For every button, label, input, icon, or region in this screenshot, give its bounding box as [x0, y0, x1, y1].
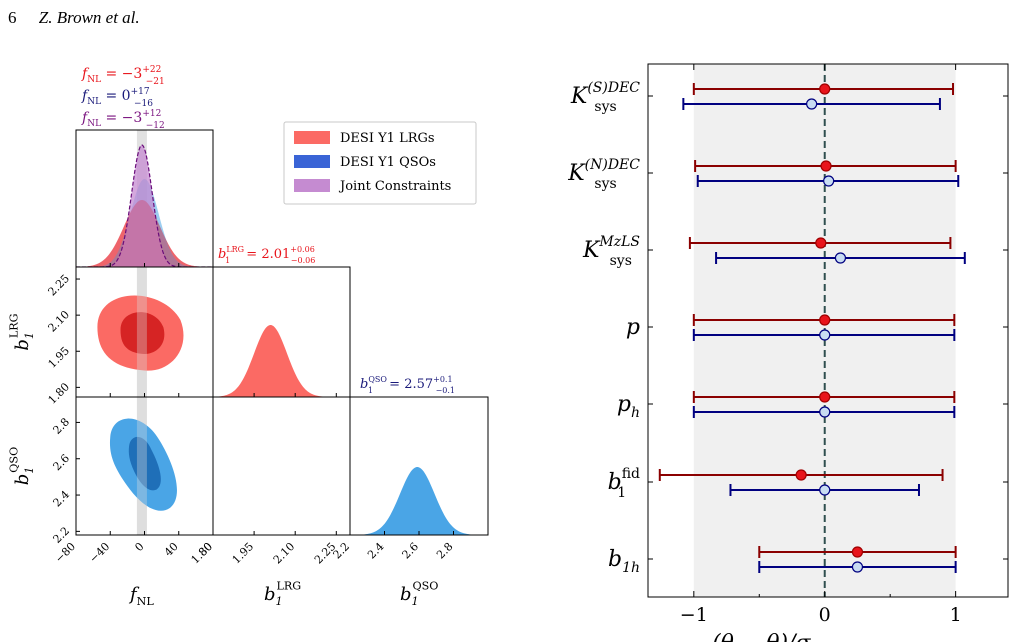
b1-qso-constraint: bQSO 1 = 2.57+0.1 −0.1: [360, 375, 455, 395]
category-label-4: ph: [617, 392, 640, 421]
legend-swatch-2: [294, 179, 330, 192]
lrg-fnl-2d-panel: [97, 267, 184, 397]
point-s0-r4: [819, 391, 831, 403]
qso-1sigma: [128, 436, 161, 491]
ylabel-lrg: b1LRG: [8, 313, 36, 350]
category-label-2: KMzLS sys: [582, 234, 640, 269]
point-s0-r3: [819, 314, 831, 326]
fnl-constraint-0: fNL = −3+22 −21: [81, 65, 165, 87]
category-label-5: bfid 1: [608, 466, 640, 501]
category-label-3: p: [626, 315, 640, 340]
xtick-label-1: 0: [819, 604, 831, 626]
xtick-label-0: −1: [680, 604, 708, 626]
point-s0-r5: [795, 469, 807, 481]
point-s1-r5: [819, 484, 831, 496]
lrg-1d-panel: [213, 325, 350, 397]
xlabel-lrg: b1LRG: [264, 580, 301, 608]
b1-lrg-constraint: bLRG 1 = 2.01+0.06 −0.06: [218, 245, 315, 265]
qso-fnl-2d-panel: [109, 397, 177, 535]
qso-band-over: [136, 397, 147, 535]
xlabel-qso: b1QSO: [400, 580, 438, 608]
point-s0-r1: [820, 160, 832, 172]
forest-frame: [647, 63, 1009, 598]
fnl-constraint-1: fNL = 0+17 −16: [81, 87, 153, 109]
point-s1-r0: [806, 98, 818, 110]
qso-1d-panel: [350, 467, 488, 535]
legend-swatch-0: [294, 131, 330, 144]
lrg-1d-fill: [213, 325, 350, 397]
fnl-constraint-2: fNL = −3+12 −12: [81, 109, 165, 131]
page-number: 6: [8, 8, 17, 27]
lrg-band-over: [136, 267, 147, 397]
fnl-overlap-fill: [76, 200, 213, 267]
fnl-joint-fill: [76, 145, 213, 267]
page-header: 6 Z. Brown et al.: [8, 8, 140, 28]
point-s1-r4: [819, 406, 831, 418]
point-s1-r3: [819, 329, 831, 341]
forest-xlabel: (θ − θ)/σ: [712, 631, 811, 642]
ylabel-qso-text: b1QSO: [8, 447, 36, 485]
legend-label-0: DESI Y1 LRGs: [340, 131, 435, 146]
qso-1d-fill: [350, 467, 488, 535]
legend-label-1: DESI Y1 QSOs: [340, 155, 436, 170]
category-label-1: K(N)DEC sys: [567, 157, 640, 192]
point-s0-r6: [851, 546, 864, 558]
author-line: Z. Brown et al.: [38, 8, 140, 27]
legend: DESI Y1 LRGs DESI Y1 QSOs Joint Constraint…: [283, 121, 477, 205]
ylabel-lrg-text: b1LRG: [8, 313, 36, 350]
lrg-1sigma: [120, 312, 165, 355]
legend-box: [283, 121, 477, 205]
point-s0-r2: [815, 237, 827, 249]
fnl-1d-panel: [76, 130, 213, 267]
point-s1-r6: [851, 561, 864, 573]
point-s1-r2: [834, 252, 847, 264]
category-label-6: b1h: [608, 547, 640, 576]
ylabel-qso: b1QSO: [8, 447, 36, 485]
point-s0-r0: [819, 83, 831, 95]
legend-label-2: Joint Constraints: [338, 179, 451, 194]
legend-swatch-1: [294, 155, 330, 168]
xtick-label-2: 1: [950, 604, 962, 626]
category-label-0: K(S)DEC sys: [570, 80, 640, 115]
point-s1-r1: [823, 175, 835, 187]
